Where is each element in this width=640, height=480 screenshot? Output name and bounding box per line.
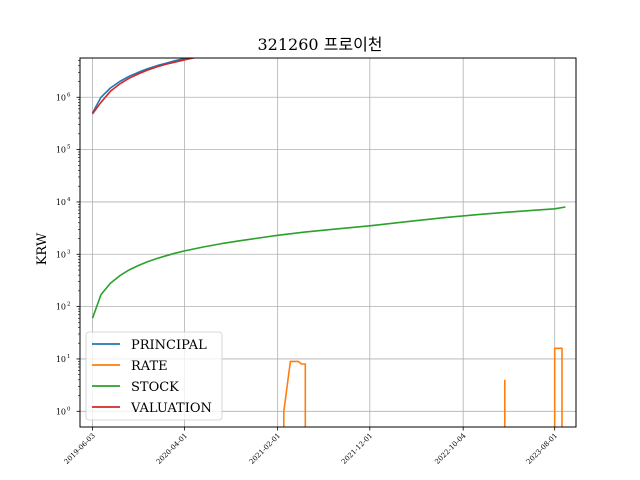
y-tick-label: 10 <box>56 355 66 364</box>
legend-label-rate: RATE <box>131 359 168 374</box>
y-tick-exponent: 6 <box>67 92 71 98</box>
y-tick-exponent: 5 <box>67 145 71 151</box>
y-tick-exponent: 1 <box>67 354 71 360</box>
legend-label-valuation: VALUATION <box>130 401 212 416</box>
legend: PRINCIPAL RATE STOCK VALUATION <box>85 331 223 421</box>
y-tick-label: 10 <box>56 407 66 416</box>
y-tick-label: 10 <box>56 250 66 259</box>
y-tick-label: 10 <box>56 93 66 102</box>
plot-area-frame <box>79 57 577 428</box>
y-tick-exponent: 3 <box>67 249 71 255</box>
x-tick-label: 2021-02-01 <box>248 432 282 466</box>
y-axis-label: KRW <box>35 232 50 265</box>
series-line-stock <box>91 206 566 319</box>
x-tick-label: 2021-12-01 <box>340 432 374 466</box>
legend-label-principal: PRINCIPAL <box>131 338 207 353</box>
chart-title: 321260 프로이천 <box>257 35 382 54</box>
series-lines <box>91 58 566 427</box>
y-tick-exponent: 4 <box>67 197 71 203</box>
y-tick-label: 10 <box>56 198 66 207</box>
x-tick-label: 2020-04-01 <box>155 432 189 466</box>
y-tick-label: 10 <box>56 146 66 155</box>
legend-box <box>85 331 223 421</box>
x-tick-label: 2019-06-03 <box>63 432 97 466</box>
series-line-principal <box>91 58 192 114</box>
y-tick-exponent: 0 <box>67 406 71 412</box>
y-tick-label: 10 <box>56 303 66 312</box>
series-line-valuation <box>91 58 197 115</box>
x-tick-label: 2023-08-01 <box>525 432 559 466</box>
series-line-rate <box>282 360 307 427</box>
legend-label-stock: STOCK <box>131 380 179 395</box>
x-tick-label: 2022-10-04 <box>433 431 468 466</box>
y-tick-exponent: 2 <box>67 302 71 308</box>
series-line-rate <box>553 347 563 427</box>
